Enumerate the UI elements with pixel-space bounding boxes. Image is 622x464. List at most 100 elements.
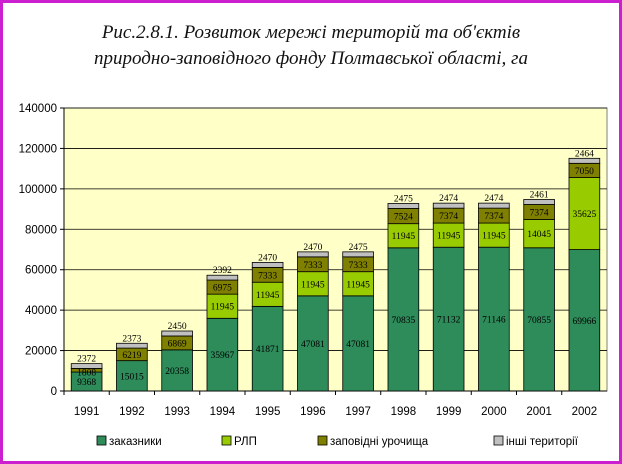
bar-segment bbox=[387, 203, 420, 209]
chart-title-line-2: природно-заповідного фонду Полтавської о… bbox=[94, 48, 528, 69]
data-label: 41871 bbox=[256, 345, 280, 355]
data-label: 2464 bbox=[575, 149, 594, 159]
data-label: 11945 bbox=[301, 280, 325, 290]
data-label: 2474 bbox=[484, 194, 503, 204]
legend-swatch bbox=[317, 435, 328, 446]
bar-segment bbox=[251, 305, 284, 392]
data-label: 7333 bbox=[258, 271, 277, 281]
data-label: 35967 bbox=[211, 351, 235, 361]
data-label: 11945 bbox=[211, 303, 235, 313]
x-tick-label: 1991 bbox=[74, 406, 100, 418]
data-label: 7333 bbox=[303, 261, 322, 271]
data-label: 70835 bbox=[392, 316, 416, 326]
y-tick-label: 40000 bbox=[25, 305, 57, 317]
data-label: 11945 bbox=[346, 280, 370, 290]
x-tick-label: 1994 bbox=[210, 406, 236, 418]
bar-segment bbox=[523, 199, 555, 205]
bar-segment bbox=[70, 363, 103, 369]
bar-segment bbox=[251, 281, 284, 307]
legend-label: РЛП bbox=[234, 436, 257, 448]
data-label: 11945 bbox=[256, 291, 280, 301]
bar-segment bbox=[297, 271, 329, 297]
bar-segment bbox=[478, 202, 510, 209]
legend-label: заповідні урочища bbox=[330, 436, 429, 448]
data-label: 7374 bbox=[439, 212, 458, 222]
chart-title-line-1: Рис.2.8.1. Розвиток мережі територій та … bbox=[101, 22, 521, 43]
x-tick-label: 1995 bbox=[255, 406, 281, 418]
data-label: 2475 bbox=[349, 243, 368, 253]
data-label: 7050 bbox=[575, 167, 594, 177]
data-label: 71132 bbox=[437, 316, 461, 326]
data-label: 20358 bbox=[165, 367, 189, 377]
data-label: 6869 bbox=[168, 339, 187, 349]
bar-segment bbox=[342, 295, 374, 392]
x-tick-label: 1998 bbox=[391, 406, 417, 418]
data-label: 2475 bbox=[394, 194, 413, 204]
data-label: 9368 bbox=[77, 378, 96, 388]
bar-segment bbox=[523, 218, 555, 249]
data-label: 2392 bbox=[213, 266, 232, 276]
data-label: 71146 bbox=[482, 316, 506, 326]
plot-area bbox=[63, 107, 608, 392]
legend-label: заказники bbox=[109, 436, 162, 448]
data-label: 47081 bbox=[346, 340, 370, 350]
y-tick-label: 120000 bbox=[19, 143, 57, 155]
bar-segment bbox=[251, 261, 284, 268]
legend-swatch bbox=[221, 435, 232, 446]
data-label: 2373 bbox=[122, 334, 141, 344]
y-tick-label: 0 bbox=[51, 386, 57, 398]
bar-segment bbox=[568, 157, 601, 164]
bar-segment bbox=[342, 251, 374, 258]
bar-segment bbox=[387, 223, 420, 249]
data-label: 70855 bbox=[527, 316, 551, 326]
x-tick-label: 2000 bbox=[481, 406, 507, 418]
bar-segment bbox=[206, 317, 239, 392]
bar-segment bbox=[297, 295, 329, 392]
bar-segment bbox=[116, 360, 148, 392]
x-tick-label: 1999 bbox=[436, 406, 462, 418]
y-tick-label: 20000 bbox=[25, 346, 57, 358]
bar-segment bbox=[432, 222, 465, 248]
bar-segment bbox=[206, 274, 239, 281]
bar-segment bbox=[297, 251, 329, 258]
x-tick-label: 2002 bbox=[572, 406, 598, 418]
data-label: 2372 bbox=[77, 355, 96, 365]
data-label: 11945 bbox=[482, 232, 506, 242]
data-label: 7374 bbox=[530, 208, 549, 218]
data-label: 6219 bbox=[122, 351, 141, 361]
data-label: 1808 bbox=[77, 368, 96, 378]
data-label: 35625 bbox=[573, 210, 597, 220]
x-tick-label: 1997 bbox=[345, 406, 371, 418]
data-label: 2474 bbox=[439, 194, 458, 204]
data-label: 15015 bbox=[120, 372, 144, 382]
bar-segment bbox=[206, 293, 239, 319]
y-tick-label: 60000 bbox=[25, 265, 57, 277]
y-tick-label: 80000 bbox=[25, 224, 57, 236]
data-label: 47081 bbox=[301, 340, 325, 350]
bar-segment bbox=[432, 246, 465, 392]
bar-segment bbox=[161, 330, 193, 337]
legend-label: інші території bbox=[506, 436, 579, 448]
x-tick-label: 1996 bbox=[300, 406, 326, 418]
data-label: 7374 bbox=[484, 212, 503, 222]
data-label: 11945 bbox=[392, 232, 416, 242]
bar-segment bbox=[116, 342, 148, 349]
data-label: 7524 bbox=[394, 213, 413, 223]
data-label: 14045 bbox=[527, 230, 551, 240]
data-label: 2461 bbox=[530, 190, 549, 200]
y-tick-label: 100000 bbox=[19, 184, 57, 196]
x-tick-label: 1992 bbox=[119, 406, 145, 418]
data-label: 11945 bbox=[437, 232, 461, 242]
bar-segment bbox=[568, 249, 601, 392]
data-label: 6975 bbox=[213, 284, 232, 294]
bar-segment bbox=[161, 349, 193, 392]
bar-segment bbox=[478, 222, 510, 248]
data-label: 7333 bbox=[349, 261, 368, 271]
legend-swatch bbox=[493, 435, 504, 446]
bar-segment bbox=[387, 247, 420, 392]
x-tick-label: 2001 bbox=[526, 406, 552, 418]
x-tick-label: 1993 bbox=[164, 406, 190, 418]
data-label: 2470 bbox=[303, 243, 322, 253]
data-label: 69966 bbox=[573, 317, 597, 327]
